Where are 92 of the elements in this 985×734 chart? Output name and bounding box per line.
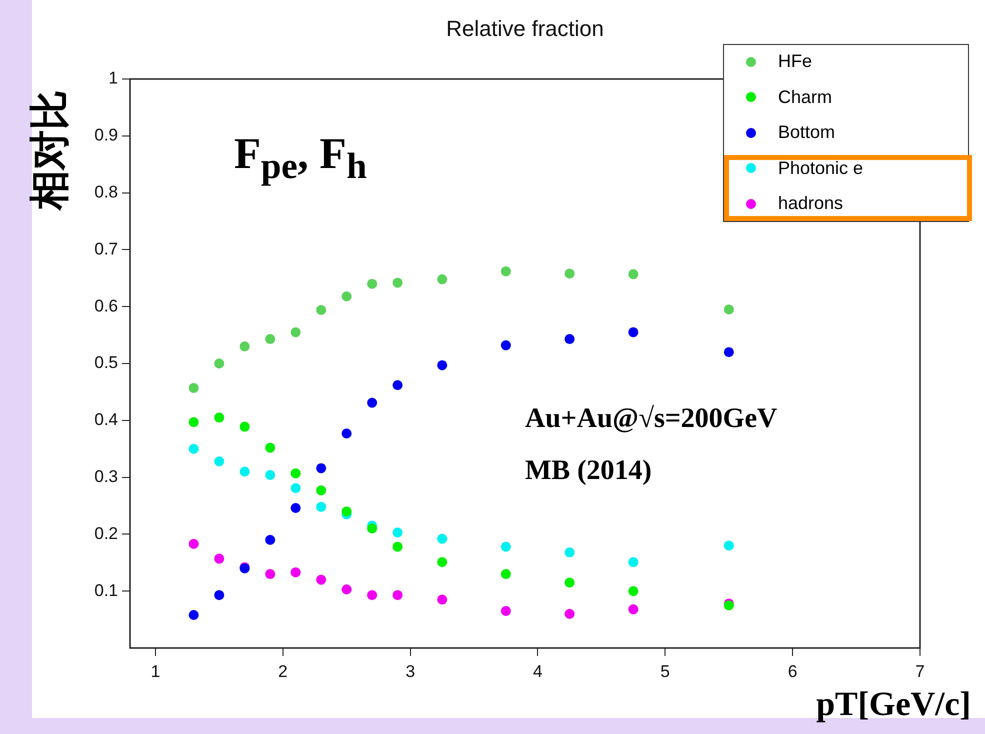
point <box>367 398 378 408</box>
point <box>724 304 734 314</box>
point <box>316 485 326 496</box>
point <box>392 542 403 552</box>
x-tick-label: 6 <box>788 662 798 681</box>
point <box>392 380 403 390</box>
point <box>342 584 352 594</box>
point <box>392 590 403 600</box>
point <box>724 540 734 551</box>
legend-label: HFe <box>778 51 812 72</box>
x-tick-label: 3 <box>406 662 416 681</box>
y-tick-label: 1 <box>108 68 118 88</box>
point <box>628 586 638 596</box>
legend-label: Photonic e <box>778 158 864 178</box>
point <box>214 456 224 466</box>
point <box>564 268 575 279</box>
point <box>342 291 352 302</box>
point <box>392 527 403 538</box>
point <box>500 340 511 350</box>
point <box>628 327 638 338</box>
point <box>188 538 199 549</box>
point <box>265 334 276 344</box>
point <box>188 610 199 620</box>
y-tick-label: 0.1 <box>94 580 118 600</box>
y-tick-label: 0.7 <box>94 239 118 258</box>
point <box>564 608 575 619</box>
point <box>240 422 250 432</box>
point <box>500 606 511 616</box>
point <box>342 506 352 516</box>
point <box>367 278 378 289</box>
point <box>316 305 326 316</box>
point <box>564 578 575 588</box>
point <box>437 534 448 544</box>
point <box>316 574 326 585</box>
point <box>437 557 448 568</box>
x-tick-label: 7 <box>915 662 925 681</box>
point <box>437 274 448 284</box>
x-tick-label: 1 <box>150 662 160 681</box>
x-tick-label: 5 <box>660 662 670 681</box>
point <box>290 567 301 578</box>
y-tick-label: 0.3 <box>94 466 118 486</box>
point <box>265 534 276 545</box>
point <box>367 590 378 600</box>
annotation: MB (2014) <box>525 455 652 487</box>
y-tick-label: 0.9 <box>94 126 118 145</box>
point <box>188 444 199 454</box>
point <box>188 417 199 428</box>
point <box>265 470 276 480</box>
point <box>265 569 276 580</box>
annotation: Au+Au@√s=200GeV <box>525 403 778 435</box>
point <box>290 503 301 514</box>
y-tick-label: 0.8 <box>94 182 118 202</box>
point <box>214 412 224 423</box>
point <box>214 590 224 600</box>
point <box>628 604 638 614</box>
x-tick-label: 2 <box>278 662 288 681</box>
point <box>564 334 575 344</box>
point <box>240 466 250 477</box>
point <box>628 557 638 568</box>
point <box>437 594 448 605</box>
point <box>214 358 224 368</box>
legend-label: Bottom <box>778 122 836 143</box>
y-tick-label: 0.5 <box>94 353 118 372</box>
point <box>500 266 511 276</box>
point <box>392 278 403 288</box>
point <box>290 327 301 338</box>
point <box>367 524 378 534</box>
y-tick-label: 0.6 <box>94 296 118 316</box>
point <box>188 382 199 393</box>
point <box>214 554 224 564</box>
point <box>290 468 301 478</box>
point <box>724 347 734 358</box>
legend-label: hadrons <box>778 193 844 214</box>
point <box>500 569 511 580</box>
chart-title: Relative fraction <box>445 16 605 42</box>
point <box>342 428 352 438</box>
legend-label: Charm <box>778 86 832 108</box>
point <box>500 542 511 552</box>
y-axis-title: 相对比 <box>25 90 74 210</box>
point <box>316 463 326 474</box>
point <box>564 547 575 558</box>
annotation: F$_{pe}$, F$_{h}$ <box>234 128 367 187</box>
point <box>628 269 638 280</box>
x-axis-title: pT[GeV/c] <box>816 686 971 724</box>
y-tick-label: 0.2 <box>94 524 118 543</box>
x-tick-label: 4 <box>533 662 542 681</box>
point <box>316 502 326 512</box>
point <box>265 442 276 453</box>
y-tick-label: 0.4 <box>94 410 118 430</box>
point <box>240 341 250 352</box>
point <box>290 483 301 494</box>
point <box>437 360 448 370</box>
